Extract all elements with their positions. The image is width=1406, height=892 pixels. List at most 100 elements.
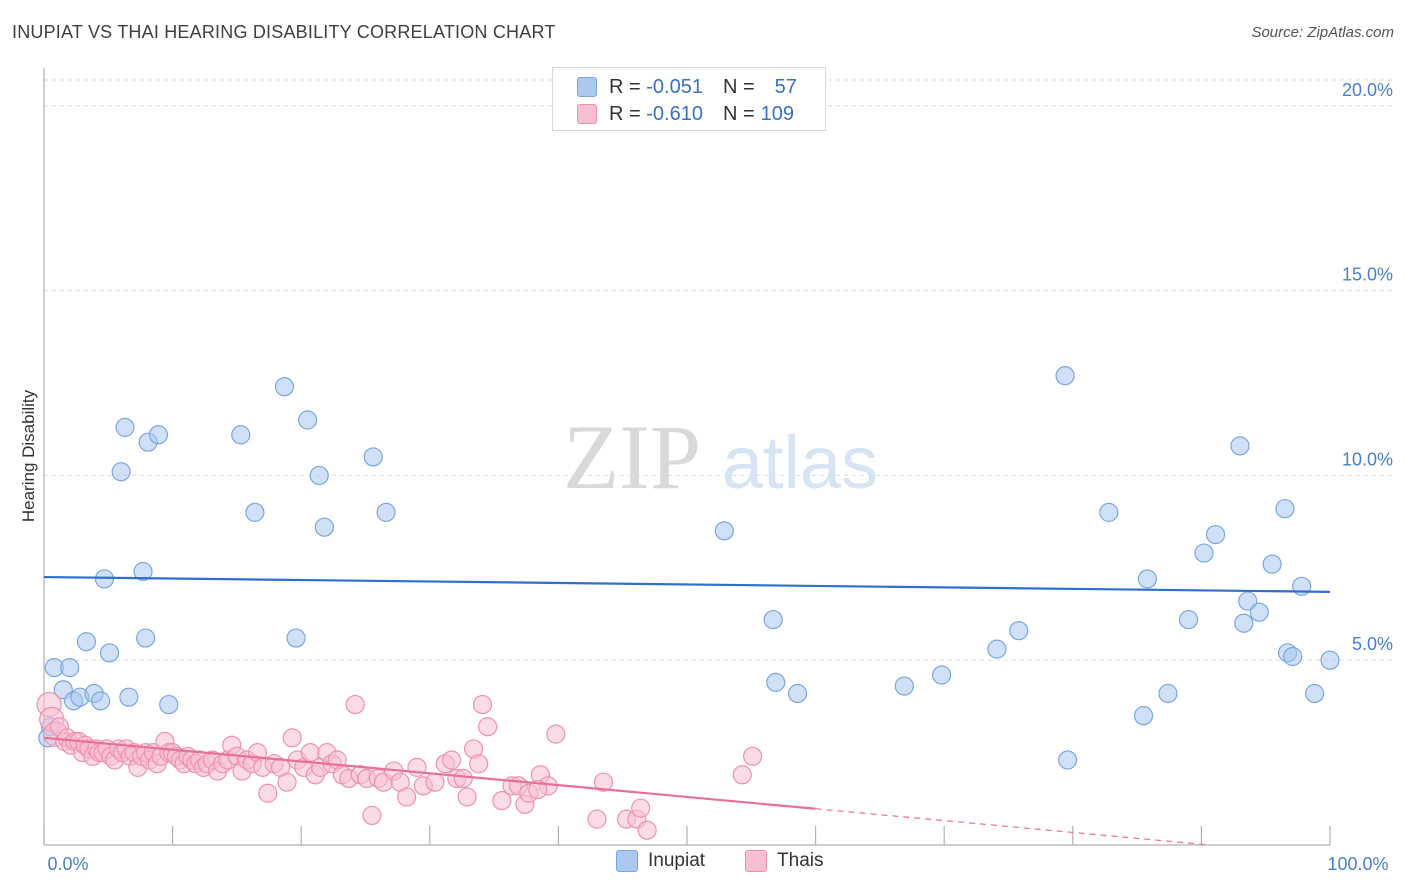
inupiat-point [148, 425, 169, 445]
legend-n-label: N = [722, 102, 755, 125]
y-tick-label: 10.0% [1342, 449, 1393, 469]
thais-point [637, 820, 657, 840]
y-tick-label: 15.0% [1342, 265, 1393, 285]
inupiat-point [298, 410, 318, 430]
inupiat-point [1009, 621, 1029, 641]
inupiat-point [1099, 502, 1119, 522]
tick-labels: 5.0% 10.0% 15.0% 20.0% 0.0% 100.0% [47, 80, 1393, 874]
inupiat-point [133, 561, 153, 582]
inupiat-point [115, 417, 135, 437]
inupiat-point [60, 658, 80, 678]
legend-n-label: N = [722, 75, 755, 98]
series-label-inupiat: Inupiat [648, 850, 706, 871]
thais-point [546, 724, 566, 744]
legend-row-thais: R = -0.610 N = 109 [577, 101, 794, 127]
series-swatch-inupiat [616, 850, 638, 872]
thais-point [453, 768, 473, 789]
thais-point [732, 765, 752, 785]
legend-r-label: R = [609, 75, 641, 98]
thais-trend-line [43, 736, 816, 810]
thais-point [345, 694, 365, 715]
inupiat-point [286, 628, 306, 648]
inupiat-point [363, 447, 383, 467]
thais-point [593, 772, 614, 792]
thais-point [457, 787, 477, 807]
thais-point [469, 754, 489, 774]
inupiat-point [1262, 554, 1282, 574]
inupiat-point [1205, 524, 1226, 545]
thais-point [282, 728, 302, 748]
watermark-zip: ZIP [563, 406, 701, 508]
y-axis-title: Hearing Disability [19, 389, 38, 522]
thais-point [742, 746, 763, 766]
legend-swatch-inupiat [577, 77, 597, 97]
series-legend-inupiat[interactable]: Inupiat [616, 850, 705, 872]
inupiat-point [1055, 366, 1075, 386]
inupiat-point [76, 632, 97, 652]
inupiat-point [119, 687, 139, 707]
thais-point [492, 791, 512, 811]
trend-lines [43, 575, 1331, 846]
inupiat-point [1133, 706, 1154, 726]
legend-r-value: -0.610 [646, 102, 703, 125]
legend-row-inupiat: R = -0.051 N = 57 [577, 74, 797, 100]
thais-point [587, 809, 607, 829]
thais-point [277, 772, 297, 792]
legend-swatch-thais [577, 104, 597, 124]
inupiat-point [894, 676, 914, 696]
inupiat-point [99, 643, 120, 663]
inupiat-point [1137, 569, 1157, 589]
legend-r-label: R = [609, 102, 641, 125]
inupiat-point [763, 609, 783, 630]
thais-point [478, 717, 498, 737]
inupiat-point [787, 683, 808, 704]
inupiat-point [714, 521, 734, 541]
inupiat-point [1275, 499, 1295, 519]
inupiat-point [987, 639, 1007, 659]
correlation-legend: R = -0.051 N = 57 R = -0.610 N = 109 [552, 67, 826, 131]
inupiat-point [314, 517, 334, 537]
source-credit: Source: ZipAtlas.com [1251, 24, 1394, 41]
legend-r-value: -0.051 [646, 75, 703, 98]
inupiat-point [1058, 750, 1078, 770]
thais-point [442, 750, 462, 770]
thais-point [472, 694, 493, 715]
thais-point [362, 805, 382, 826]
thais-point [425, 772, 445, 792]
axes [43, 68, 1331, 846]
inupiat-point [1238, 591, 1258, 611]
y-tick-label: 5.0% [1352, 634, 1393, 654]
legend-n-value: 109 [760, 102, 795, 125]
thais-point [631, 798, 651, 818]
inupiat-point [274, 377, 295, 397]
legend-n-value: 57 [774, 75, 797, 98]
thais-point [528, 779, 548, 800]
inupiat-point [1194, 543, 1214, 563]
inupiat-point [1320, 650, 1340, 670]
inupiat-trend-line [43, 575, 1331, 593]
inupiat-point [90, 691, 111, 711]
inupiat-point [1283, 646, 1303, 667]
thais-trend-extension [815, 808, 1210, 846]
x-tick-label: 0.0% [47, 854, 88, 874]
x-tick-label: 100.0% [1327, 854, 1388, 874]
inupiat-point [932, 665, 952, 685]
series-legend-thais[interactable]: Thais [745, 850, 824, 872]
inupiat-point [1304, 683, 1325, 704]
series-legend: Inupiat Thais [616, 850, 864, 872]
y-tick-label: 20.0% [1342, 80, 1393, 100]
inupiat-point [1249, 602, 1269, 622]
inupiat-point [376, 502, 396, 522]
inupiat-point [1234, 613, 1254, 633]
inupiat-point [231, 425, 251, 445]
series-swatch-thais [745, 850, 768, 872]
series-label-thais: Thais [777, 850, 824, 871]
inupiat-point [111, 462, 131, 482]
inupiat-point [309, 465, 329, 486]
inupiat-point [135, 628, 156, 648]
inupiat-point [1230, 436, 1250, 456]
thais-point [258, 783, 278, 803]
chart-title: INUPIAT VS THAI HEARING DISABILITY CORRE… [12, 22, 556, 42]
gridlines [44, 79, 1395, 661]
